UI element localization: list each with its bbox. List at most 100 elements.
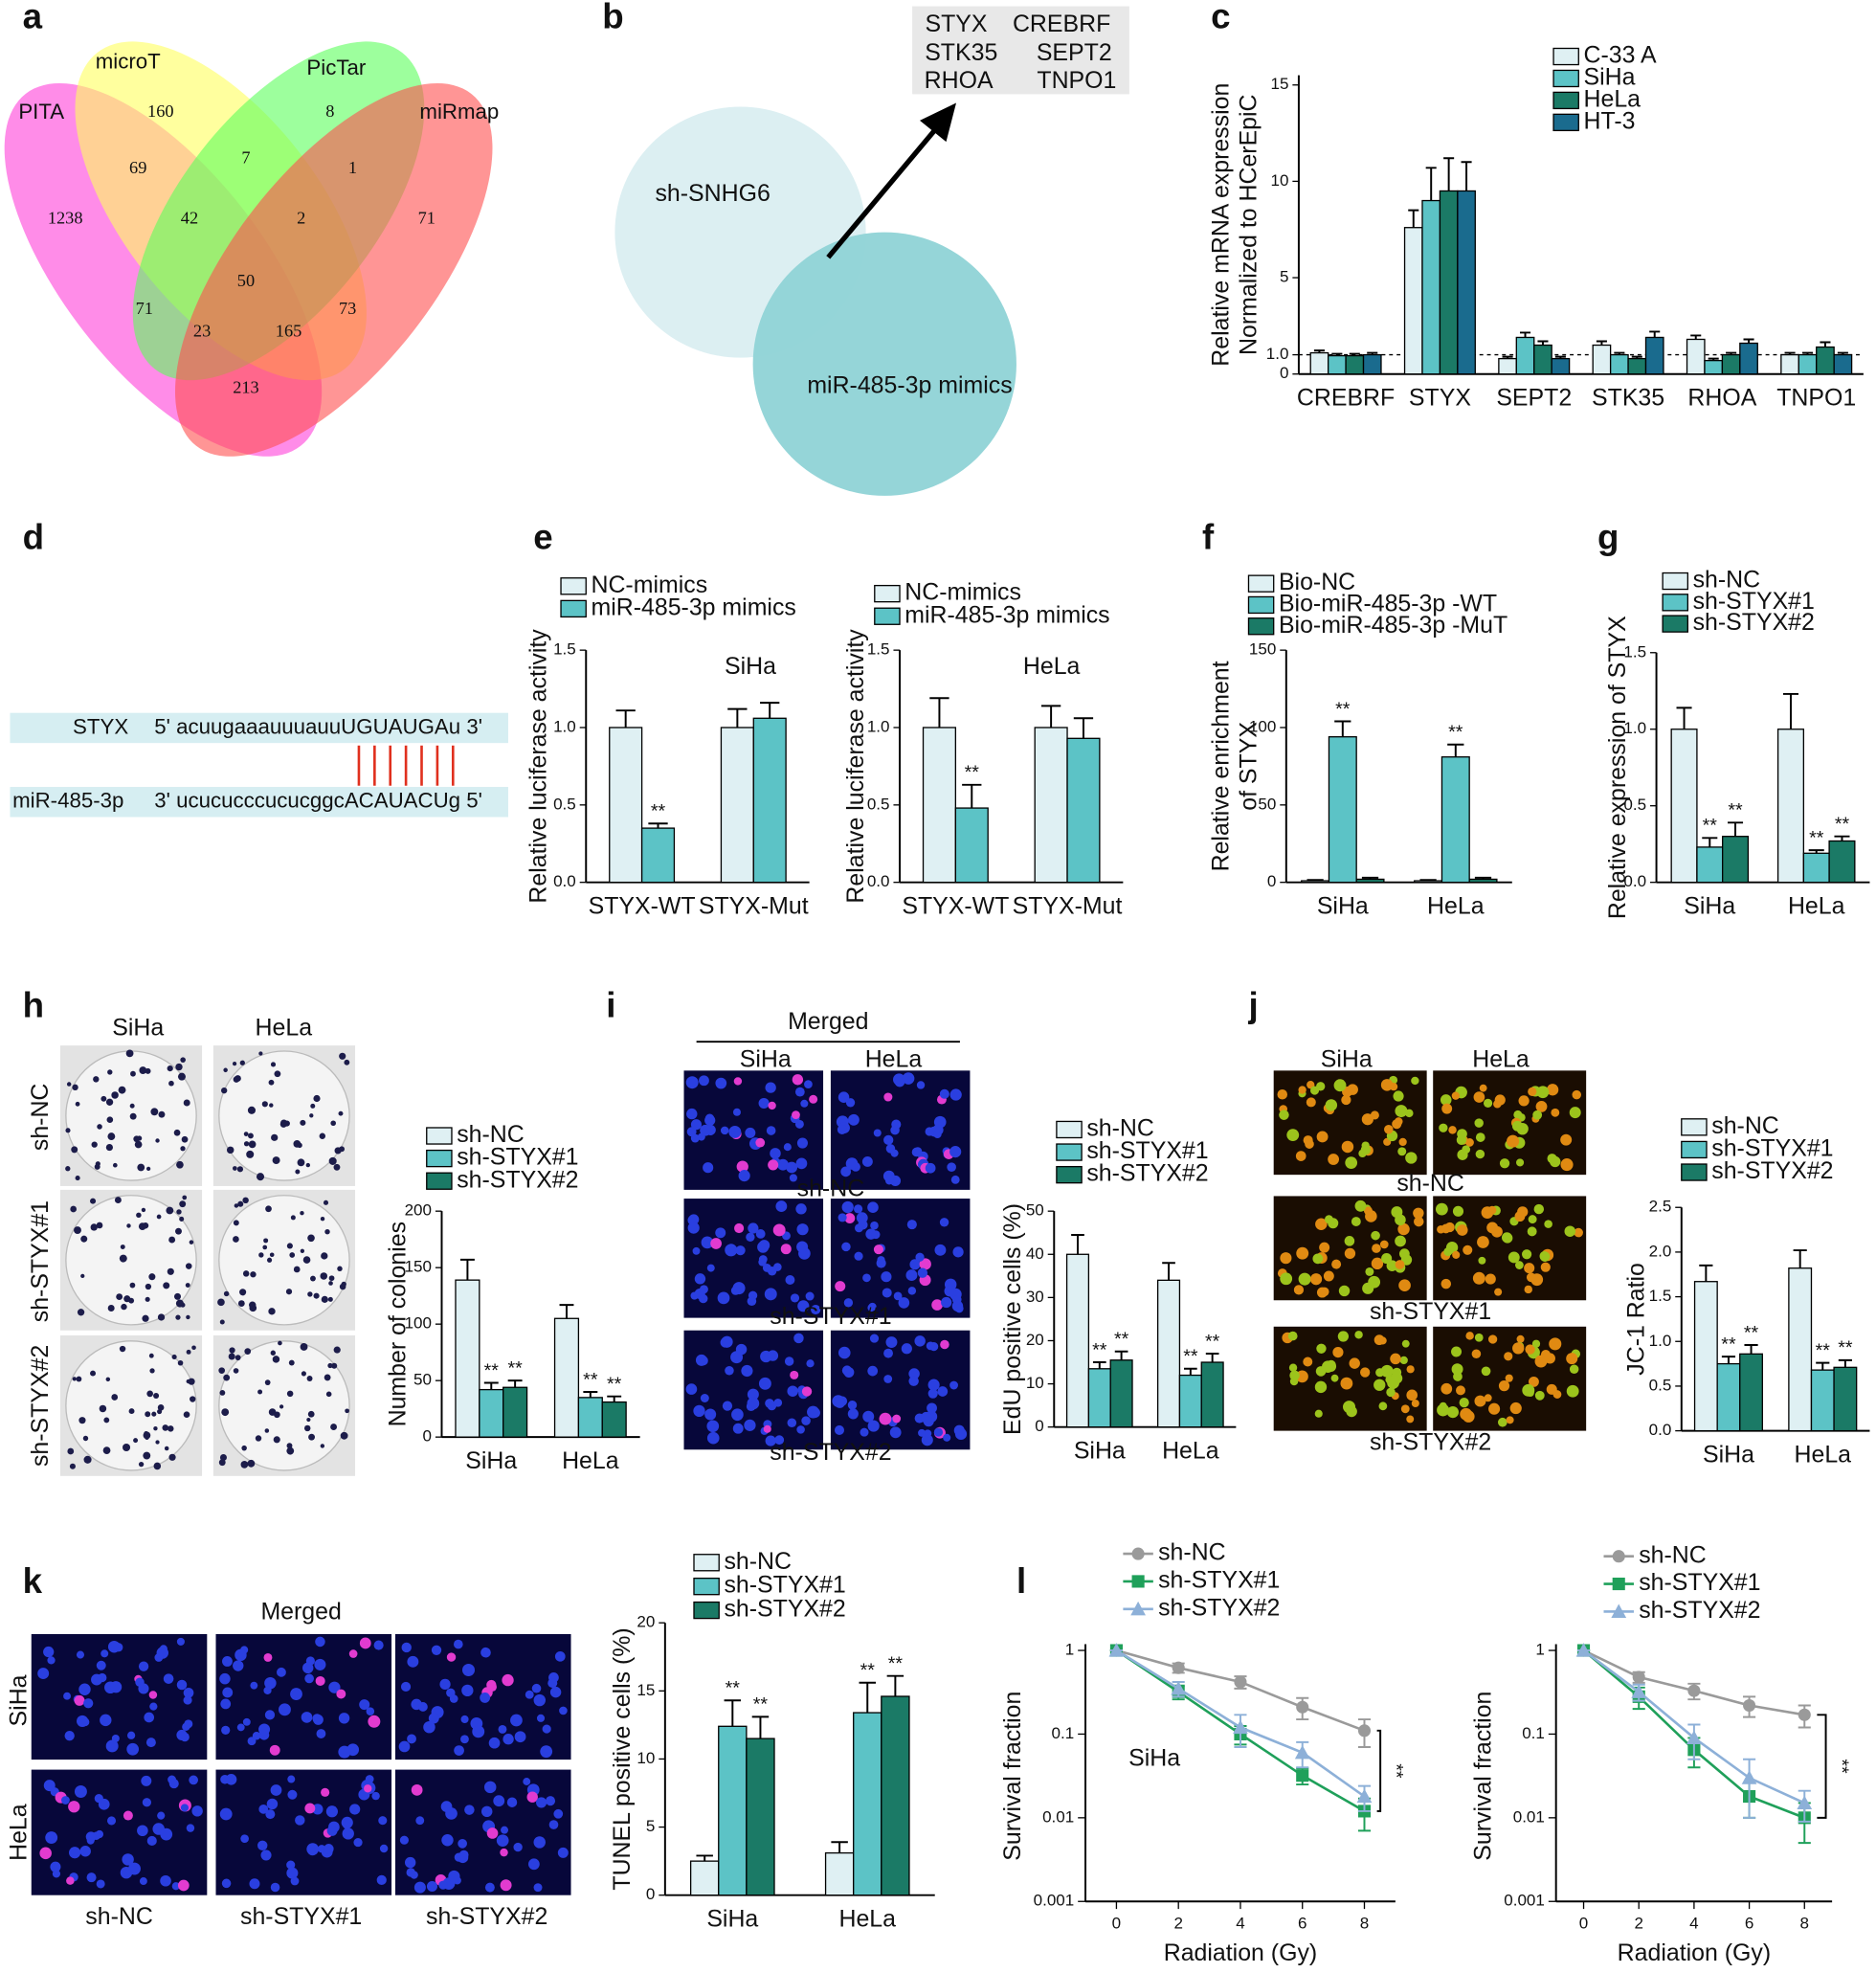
cell: [796, 1425, 805, 1434]
cell: [300, 1119, 306, 1126]
cell: [1488, 1402, 1501, 1415]
cell: [766, 1126, 776, 1135]
error-bar: [615, 709, 636, 728]
cell: [1345, 1156, 1358, 1169]
cell: [237, 1300, 245, 1307]
image-label: sh-STYX#2: [770, 1439, 891, 1466]
cell: [1485, 1273, 1496, 1285]
bar: [640, 827, 676, 884]
panel-label: f: [1202, 517, 1215, 556]
cell: [861, 1155, 873, 1167]
cell: [328, 1681, 341, 1693]
cell: [145, 1283, 152, 1290]
cell: [1514, 1261, 1524, 1269]
significance: **: [965, 762, 980, 783]
cell: [106, 1816, 117, 1826]
cell: [142, 1798, 152, 1807]
cell: [323, 1199, 329, 1205]
legend-label: sh-NC: [1711, 1112, 1779, 1139]
cell: [758, 1377, 771, 1390]
cell: [911, 1147, 922, 1157]
y-tick-label: 1.5: [1649, 1287, 1672, 1305]
cell: [488, 1737, 501, 1749]
legend-label: SiHa: [1584, 64, 1636, 91]
cell: [249, 1304, 257, 1312]
bar: [1833, 1366, 1858, 1432]
subtitle: HeLa: [1023, 653, 1081, 680]
cell: [349, 1804, 361, 1815]
cell: [277, 1667, 286, 1677]
cell: [107, 1069, 113, 1075]
cell: [160, 1874, 171, 1887]
image-label: SiHa: [112, 1015, 164, 1042]
cell: [838, 1213, 847, 1222]
cell: [1375, 1368, 1385, 1378]
legend-label: sh-STYX#2: [1158, 1594, 1280, 1621]
cell: [871, 1230, 881, 1240]
legend-swatch: [426, 1172, 453, 1190]
cell: [854, 1204, 863, 1214]
cell: [464, 1805, 475, 1815]
cell: [136, 1212, 142, 1219]
image-label: HeLa: [1472, 1045, 1530, 1072]
significance: **: [1744, 1322, 1759, 1343]
bar: [1403, 227, 1423, 375]
cell: [266, 1798, 279, 1810]
cell: [146, 1835, 157, 1846]
bar: [1301, 880, 1330, 884]
y-tick-label: 40: [1026, 1244, 1044, 1263]
panel-label: e: [533, 517, 552, 556]
legend-label: miR-485-3p mimics: [904, 601, 1109, 628]
cell: [1475, 1132, 1485, 1142]
error-bar: [1184, 1367, 1197, 1376]
cell: [241, 1445, 247, 1451]
cell: [338, 1713, 350, 1724]
bar: [1788, 1267, 1813, 1432]
cell: [876, 1258, 886, 1268]
cell: [250, 1681, 258, 1690]
cell: [843, 1298, 854, 1308]
cell: [1483, 1098, 1493, 1109]
y-axis-label: Survival fraction: [1470, 1692, 1497, 1861]
bar: [553, 1317, 580, 1438]
cell: [106, 1116, 114, 1123]
cell: [745, 1127, 756, 1138]
error-bar: [1837, 351, 1848, 355]
cell: [37, 1668, 50, 1680]
bar: [1592, 344, 1612, 375]
cell: [1569, 1107, 1581, 1119]
cell: [692, 1246, 701, 1255]
cell: [248, 1140, 257, 1149]
cell: [43, 1646, 55, 1658]
cell: [401, 1642, 412, 1653]
cell: [415, 1816, 425, 1826]
cell: [244, 1348, 252, 1355]
cell: [1315, 1218, 1328, 1230]
venn-count: 8: [325, 101, 334, 121]
marker: [1296, 1769, 1309, 1782]
cell: [1389, 1083, 1398, 1091]
cell: [796, 1137, 808, 1149]
cell: [123, 1295, 131, 1303]
cell: [1551, 1108, 1560, 1117]
cell: [1395, 1235, 1406, 1247]
cell: [328, 1275, 335, 1282]
legend-label: Bio-NC: [1279, 569, 1355, 595]
cell: [218, 1367, 226, 1374]
cell: [838, 1091, 850, 1103]
cell: [1527, 1226, 1537, 1237]
cell: [186, 1824, 195, 1832]
cell: [557, 1847, 569, 1858]
legend-swatch: [874, 607, 901, 625]
cell: [1378, 1401, 1388, 1411]
legend-swatch: [1552, 91, 1579, 110]
cell: [144, 1431, 149, 1436]
cell: [223, 1290, 230, 1297]
marker: [1234, 1675, 1247, 1689]
cell: [143, 1451, 151, 1460]
cell: [480, 1693, 491, 1703]
cell: [1456, 1224, 1468, 1236]
venn-count: 73: [339, 299, 356, 318]
cell: [1354, 1199, 1367, 1212]
bar: [1721, 353, 1741, 375]
